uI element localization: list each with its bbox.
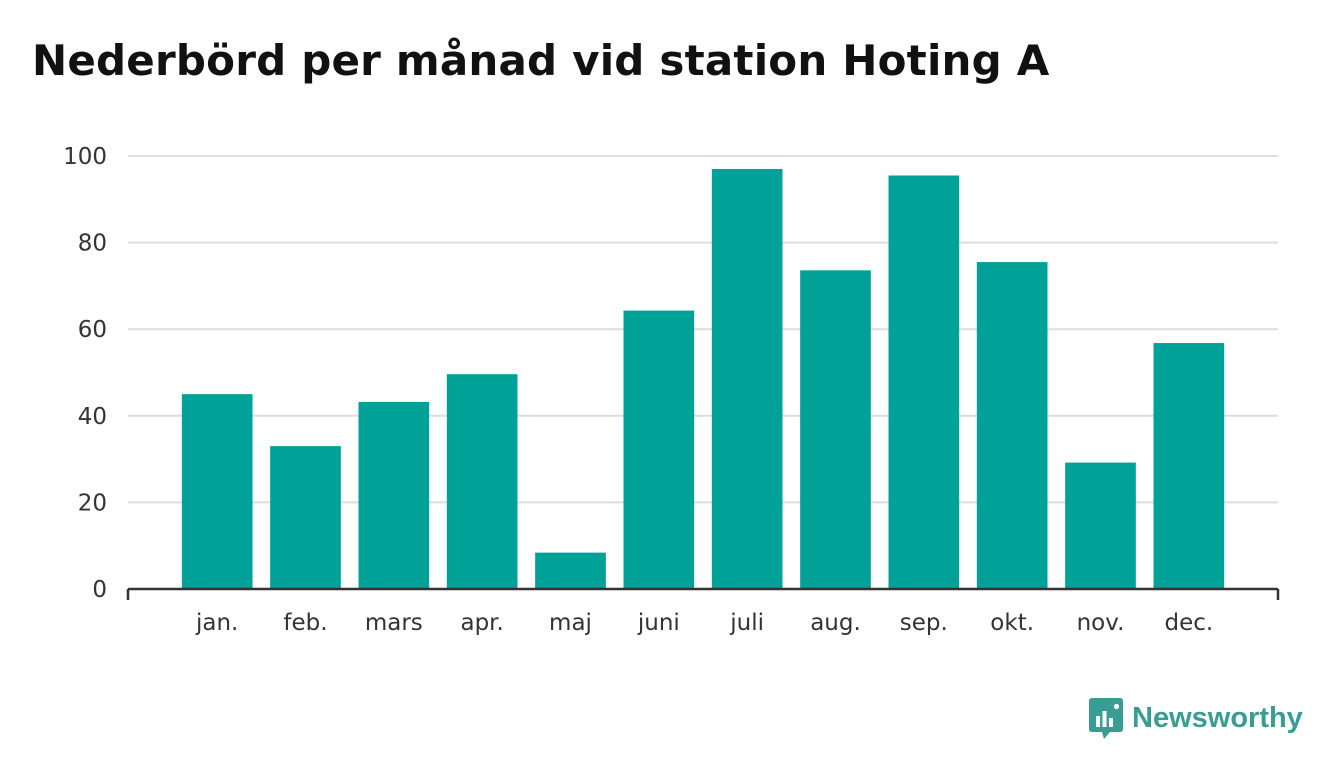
bar-okt [976,262,1048,589]
x-tick-label: mars [365,610,423,636]
bar-feb [270,446,341,589]
x-tick-label: feb. [283,610,327,636]
bar-nov [1065,462,1136,589]
bar-apr [446,374,518,589]
chart-title: Nederbörd per månad vid station Hoting A [32,36,1050,85]
y-tick-label: 40 [78,404,107,430]
bar-juni [623,310,695,589]
x-tick-label: juli [729,610,764,636]
bar-jan [181,394,253,589]
x-tick-label: nov. [1077,610,1125,636]
x-tick-label: aug. [810,610,861,636]
y-tick-label: 20 [78,490,107,516]
x-tick-label: apr. [460,610,503,636]
bar-sep [888,175,960,590]
brand-logo: Newsworthy [1088,696,1303,740]
y-tick-label: 80 [78,231,107,257]
tick-labels: 0 20 40 60 80 100 jan. feb. mars apr. maj juni juli a… [63,144,1213,636]
bar-maj [535,552,606,589]
axes [126,587,1280,600]
x-tick-label: jan. [195,610,238,636]
newsworthy-logo-icon [1089,698,1123,739]
bar-juli [711,168,783,590]
x-tick-label: okt. [990,610,1034,636]
x-tick-label: juni [637,610,680,636]
y-tick-label: 60 [78,317,107,343]
bar-dec [1153,343,1225,589]
y-tick-label: 0 [92,577,107,603]
x-tick-label: maj [549,610,592,636]
y-tick-label: 100 [63,144,107,170]
x-tick-label: dec. [1164,610,1213,636]
brand-name: Newsworthy [1132,701,1303,734]
bar-aug [800,270,871,589]
bar-mars [358,401,430,589]
x-tick-label: sep. [900,610,948,636]
bars [181,168,1225,590]
